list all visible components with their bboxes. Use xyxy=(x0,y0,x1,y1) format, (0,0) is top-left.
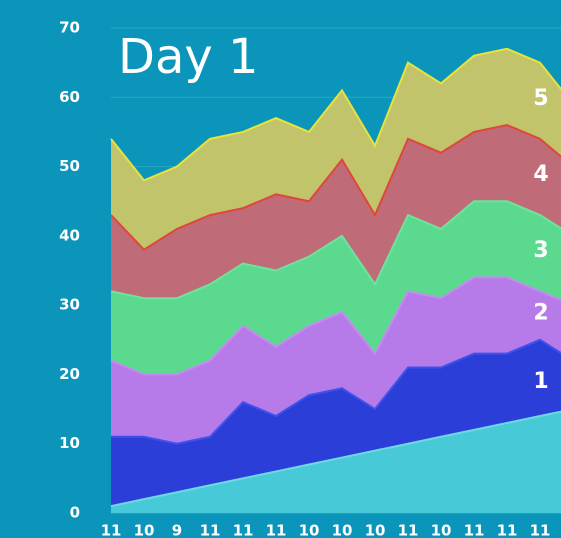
area xyxy=(111,411,561,513)
series-line xyxy=(110,47,561,182)
y-tick-label: 40 xyxy=(59,226,80,244)
series-label: 5 xyxy=(533,86,548,111)
area xyxy=(111,277,561,444)
x-tick-label: 11 xyxy=(200,522,221,538)
series-label: 1 xyxy=(533,369,548,394)
chart-title: Day 1 xyxy=(118,29,259,85)
x-tick-label: 9 xyxy=(172,522,182,538)
x-tick-label: 11 xyxy=(266,522,287,538)
x-tick-label: 11 xyxy=(530,522,551,538)
y-tick-label: 50 xyxy=(59,157,80,175)
x-tick-label: 10 xyxy=(134,522,155,538)
y-tick-label: 0 xyxy=(70,504,80,522)
series-line xyxy=(110,276,561,376)
area xyxy=(111,339,561,507)
area xyxy=(111,201,561,375)
x-tick-label: 11 xyxy=(101,522,122,538)
y-tick-label: 10 xyxy=(59,434,80,452)
x-tick-label: 11 xyxy=(398,522,419,538)
x-tick-label: 11 xyxy=(233,522,254,538)
series-line xyxy=(110,200,561,300)
x-tick-label: 10 xyxy=(365,522,386,538)
y-tick-label: 70 xyxy=(59,19,80,37)
y-tick-label: 20 xyxy=(59,365,80,383)
x-tick-label: 10 xyxy=(431,522,452,538)
series-line xyxy=(110,410,561,508)
x-tick-label: 10 xyxy=(332,522,353,538)
series-line xyxy=(110,123,561,251)
series-line xyxy=(111,338,561,445)
series-label: 4 xyxy=(533,162,548,187)
y-tick-label: 30 xyxy=(59,296,80,314)
x-tick-label: 10 xyxy=(299,522,320,538)
area xyxy=(111,48,561,250)
series-label: 2 xyxy=(533,301,548,326)
y-tick-label: 60 xyxy=(59,88,80,106)
x-tick-label: 11 xyxy=(497,522,518,538)
x-tick-label: 11 xyxy=(464,522,485,538)
area xyxy=(111,125,561,299)
series-label: 3 xyxy=(533,238,548,263)
